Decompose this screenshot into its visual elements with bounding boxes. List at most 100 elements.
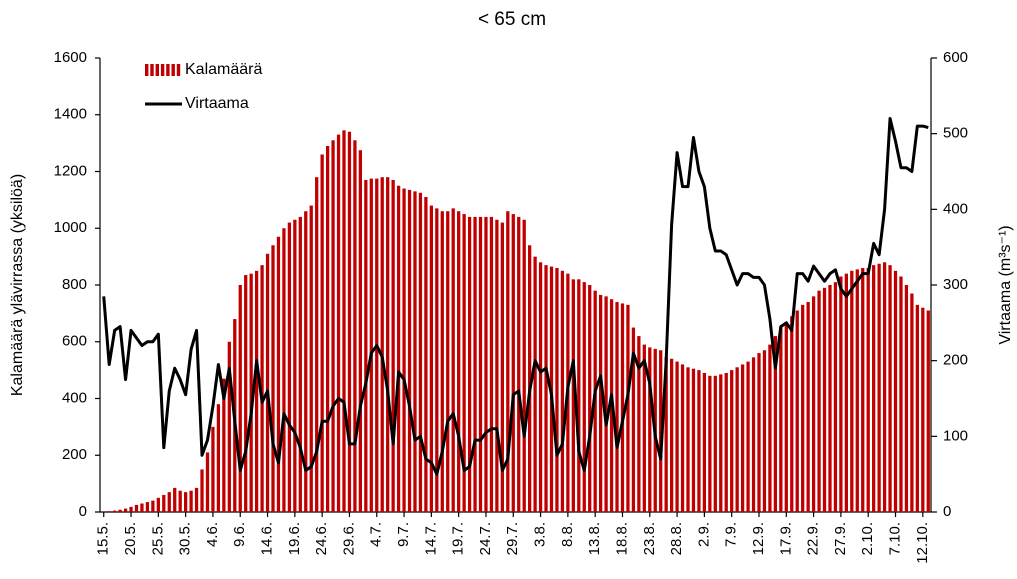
y-tick-label: 0 (79, 503, 87, 520)
bar (473, 216, 477, 512)
y2-tick-label: 0 (943, 503, 951, 520)
bar (577, 279, 581, 512)
x-tick-label: 8.8. (559, 522, 576, 547)
bar (762, 350, 767, 512)
bar (145, 502, 150, 512)
bar (833, 282, 838, 512)
bar (156, 497, 160, 512)
x-tick-label: 22.9. (805, 522, 822, 555)
bar (828, 285, 832, 512)
bar (664, 357, 668, 512)
bar (358, 150, 363, 512)
bar (784, 321, 788, 512)
bar (386, 177, 390, 513)
bar (680, 364, 685, 512)
bar (451, 208, 455, 512)
x-tick-label: 19.7. (450, 522, 467, 555)
bar (205, 452, 210, 512)
x-tick-label: 23.8. (641, 522, 658, 555)
bar (424, 197, 428, 512)
bar (648, 347, 652, 512)
bar (735, 367, 739, 512)
bar (877, 263, 881, 512)
bar (724, 372, 728, 512)
bar (140, 503, 144, 512)
legend-swatch (171, 64, 175, 76)
x-tick-label: 14.7. (422, 522, 439, 555)
x-tick-label: 17.9. (777, 522, 794, 555)
legend-swatch (150, 64, 154, 76)
bar (730, 370, 734, 512)
x-tick-label: 3.8. (532, 522, 549, 547)
x-tick-label: 9.6. (231, 522, 248, 547)
bar (533, 256, 537, 512)
bar (238, 285, 242, 512)
chart-title: < 65 cm (478, 9, 546, 30)
bar (435, 208, 439, 512)
bar (599, 294, 603, 512)
bar (462, 214, 466, 512)
bar (336, 134, 341, 513)
bar (413, 191, 417, 513)
bar (560, 270, 565, 512)
bar (347, 131, 352, 512)
bar (801, 304, 805, 512)
legend-swatch (166, 64, 170, 76)
bar (702, 372, 707, 512)
bar (899, 276, 903, 512)
bar (669, 358, 674, 512)
x-tick-label: 29.6. (340, 522, 357, 555)
bar (866, 267, 870, 512)
bar (178, 490, 182, 512)
bar (489, 216, 494, 512)
bar (915, 304, 919, 512)
bar (757, 353, 761, 512)
bar (528, 245, 532, 512)
bar (746, 361, 750, 512)
bar (282, 228, 286, 512)
x-tick-label: 7.10. (886, 522, 903, 555)
bar (457, 211, 461, 512)
bar (620, 303, 625, 512)
legend-label: Virtaama (185, 95, 249, 112)
x-tick-label: 29.7. (504, 522, 521, 555)
bar (861, 267, 865, 512)
bar (325, 145, 330, 512)
bar (369, 178, 373, 512)
bar (615, 302, 619, 512)
bar (304, 211, 308, 512)
bar (779, 327, 783, 512)
bar (276, 236, 281, 512)
bar (222, 378, 226, 512)
bar (134, 504, 139, 512)
bar (790, 316, 794, 512)
bar (446, 211, 450, 512)
x-tick-label: 4.7. (368, 522, 385, 547)
y2-tick-label: 300 (943, 276, 968, 293)
y-tick-label: 1000 (54, 219, 87, 236)
x-tick-label: 9.7. (395, 522, 412, 547)
bar (500, 222, 504, 512)
x-tick-label: 19.6. (286, 522, 303, 555)
bar (806, 302, 810, 512)
bar (839, 276, 843, 512)
bar (822, 287, 827, 512)
bar (768, 344, 772, 512)
bar (227, 341, 231, 512)
bar (129, 506, 133, 512)
bar (200, 469, 204, 512)
bar (342, 130, 346, 512)
x-tick-label: 2.9. (695, 522, 712, 547)
x-tick-label: 20.5. (122, 522, 139, 555)
bar (751, 357, 756, 512)
bar (271, 245, 275, 512)
y-axis-title: Kalamäärä ylävirrassa (yksilöä) (9, 174, 26, 396)
line (102, 117, 929, 476)
bar (637, 336, 641, 512)
bar (173, 487, 177, 512)
bar (309, 205, 313, 513)
bar (850, 270, 854, 512)
x-tick-label: 2.10. (859, 522, 876, 555)
bar (855, 269, 859, 512)
bar (811, 296, 816, 512)
